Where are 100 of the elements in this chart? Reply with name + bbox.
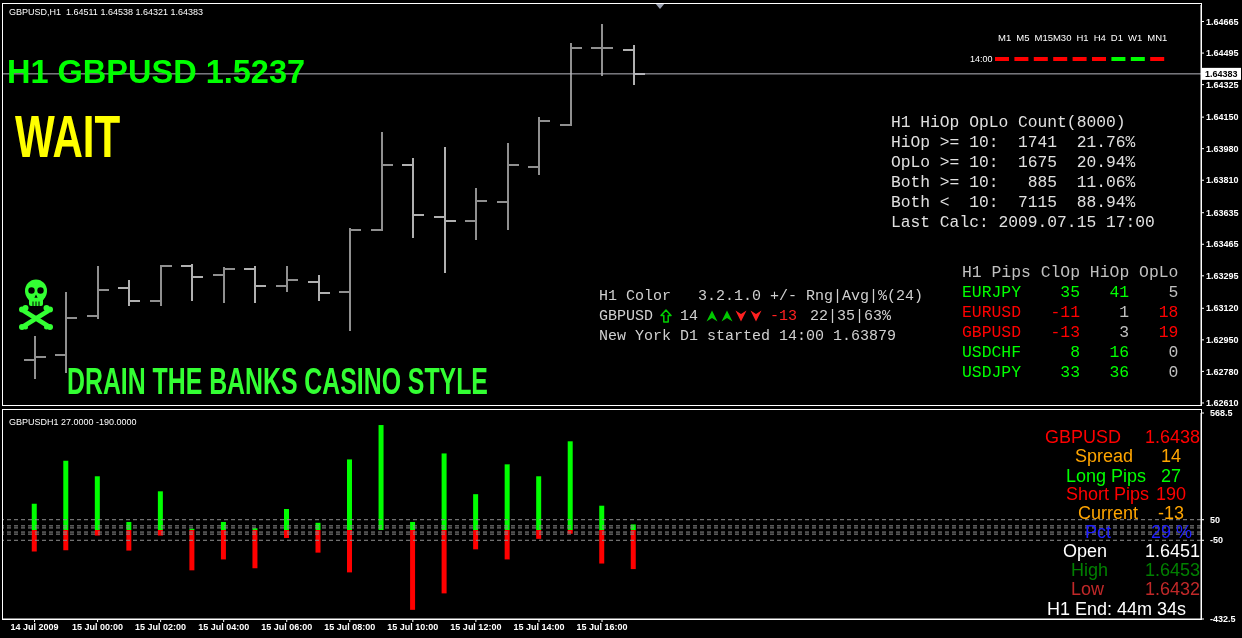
annotation: Open — [1063, 541, 1108, 561]
annotation: 14:00 — [970, 53, 993, 64]
annotation: Long Pips — [1066, 465, 1147, 486]
y-tick-label: 568.5 — [1210, 408, 1233, 419]
y-tick-label: 50 — [1210, 514, 1221, 525]
annotation: Last Calc: 2009.07.15 17:00 — [891, 212, 1155, 232]
annotation: DRAIN THE BANKS CASINO STYLE — [67, 361, 488, 402]
annotation: H1 HiOp OpLo Count(8000) — [891, 112, 1126, 132]
ref-line-label: 1.64383 — [1205, 69, 1238, 80]
bar — [630, 529, 636, 570]
annotation: Spread — [1075, 446, 1134, 466]
annotation: 1.6453 — [1145, 560, 1201, 580]
candlestick — [369, 130, 394, 232]
annotation: H1 GBPUSD 1.5237 — [7, 54, 306, 91]
annotation: M1 M5 M15M30 H1 H4 D1 W1 MN1 — [998, 31, 1168, 43]
x-tick-label: 15 Jul 06:00 — [261, 622, 313, 633]
y-tick-label: 1.63980 — [1206, 143, 1239, 154]
bar — [536, 476, 542, 530]
y-tick-label: 1.62780 — [1206, 366, 1239, 377]
y-tick-label: 1.63120 — [1206, 303, 1239, 314]
candlestick — [558, 41, 583, 128]
candlestick — [464, 186, 489, 241]
candlestick — [495, 142, 520, 232]
y-tick-label: 1.63635 — [1206, 207, 1239, 218]
x-tick-label: 15 Jul 00:00 — [72, 622, 124, 633]
text: USDJPY 33 36 0 — [962, 362, 1179, 382]
annotation: OpLo >= 10: 1675 20.94% — [891, 152, 1136, 172]
y-tick-label: 1.62610 — [1206, 398, 1239, 409]
annotation: 1.6438 — [1145, 427, 1201, 447]
text: GBPUSD -13 3 19 — [962, 322, 1179, 342]
y-tick-label: 1.63810 — [1206, 175, 1239, 186]
annotation: 1.6432 — [1145, 579, 1201, 599]
annotation: Both >= 10: 885 11.06% — [891, 172, 1136, 192]
bar — [347, 459, 353, 530]
y-tick-label: 1.64495 — [1206, 48, 1239, 59]
y-tick-label: 1.63465 — [1206, 239, 1239, 250]
bar — [441, 529, 447, 594]
candlestick — [22, 335, 47, 380]
annotation: Short Pips — [1066, 484, 1150, 504]
annotation: H1 Color 3.2.1.0 +/- Rng|Avg|%(24) — [599, 287, 924, 305]
y-tick-label: 1.62950 — [1206, 335, 1239, 346]
y-tick-label: 1.63295 — [1206, 271, 1239, 282]
annotation: 27 — [1161, 465, 1182, 486]
bar — [31, 503, 37, 530]
bar — [283, 509, 289, 530]
bar — [567, 441, 573, 530]
annotation: -13 — [1158, 503, 1185, 523]
annotation: New York D1 started 14:00 1.63879 — [599, 327, 897, 345]
chart-title: GBPUSDH1 27.0000 -190.0000 — [9, 416, 137, 427]
annotation: H1 Pips ClOp HiOp OpLo — [962, 263, 1179, 283]
annotation: Low — [1071, 579, 1105, 599]
x-tick-label: 15 Jul 14:00 — [513, 622, 565, 633]
bar — [157, 491, 163, 530]
y-tick-label: -432.5 — [1210, 614, 1236, 625]
text: EURUSD -11 1 18 — [962, 302, 1179, 322]
candlestick — [338, 227, 363, 332]
bar — [63, 460, 69, 530]
annotation: 14 — [680, 307, 699, 325]
candlestick — [148, 264, 173, 308]
annotation: High — [1071, 560, 1109, 580]
y-tick-label: 1.64665 — [1206, 16, 1239, 27]
bar — [473, 494, 479, 530]
annotation: 190 — [1156, 484, 1187, 504]
annotation: Current — [1078, 503, 1139, 523]
text: EURJPY 35 41 5 — [962, 282, 1179, 302]
bar — [599, 529, 605, 564]
x-tick-label: 15 Jul 08:00 — [324, 622, 376, 633]
x-tick-label: 14 Jul 2009 — [10, 622, 59, 633]
candlestick — [117, 279, 142, 308]
annotation: 29 % — [1151, 522, 1193, 542]
bar — [220, 529, 226, 560]
x-tick-label: 15 Jul 04:00 — [198, 622, 250, 633]
annotation: GBPUSD — [1045, 427, 1122, 447]
chart-title: GBPUSD,H1 1.64511 1.64538 1.64321 1.64383 — [9, 6, 203, 17]
bar — [599, 505, 605, 530]
candlestick — [306, 273, 331, 302]
annotation: HiOp >= 10: 1741 21.76% — [891, 132, 1136, 152]
bar — [378, 425, 384, 530]
annotation: 22|35|63% — [810, 307, 892, 325]
annotation: Both < 10: 7115 88.94% — [891, 192, 1136, 212]
candlestick — [274, 264, 299, 293]
bar — [94, 476, 100, 530]
y-tick-label: 1.64325 — [1206, 79, 1239, 90]
y-tick-label: -50 — [1210, 535, 1224, 546]
x-tick-label: 15 Jul 16:00 — [576, 622, 628, 633]
annotation: -13 — [770, 307, 798, 325]
candlestick — [401, 156, 426, 239]
candlestick — [85, 264, 110, 321]
bar — [410, 529, 416, 610]
x-tick-label: 15 Jul 12:00 — [450, 622, 502, 633]
candlestick — [527, 116, 552, 176]
candlestick — [432, 145, 457, 275]
candlestick — [180, 262, 205, 302]
bar — [504, 464, 510, 530]
annotation: 14 — [1161, 446, 1182, 466]
annotation: Pct — [1085, 522, 1112, 542]
candlestick — [243, 264, 268, 304]
annotation: H1 End: 44m 34s — [1047, 599, 1187, 619]
annotation: 1.6451 — [1145, 541, 1201, 561]
candlestick — [211, 266, 236, 304]
